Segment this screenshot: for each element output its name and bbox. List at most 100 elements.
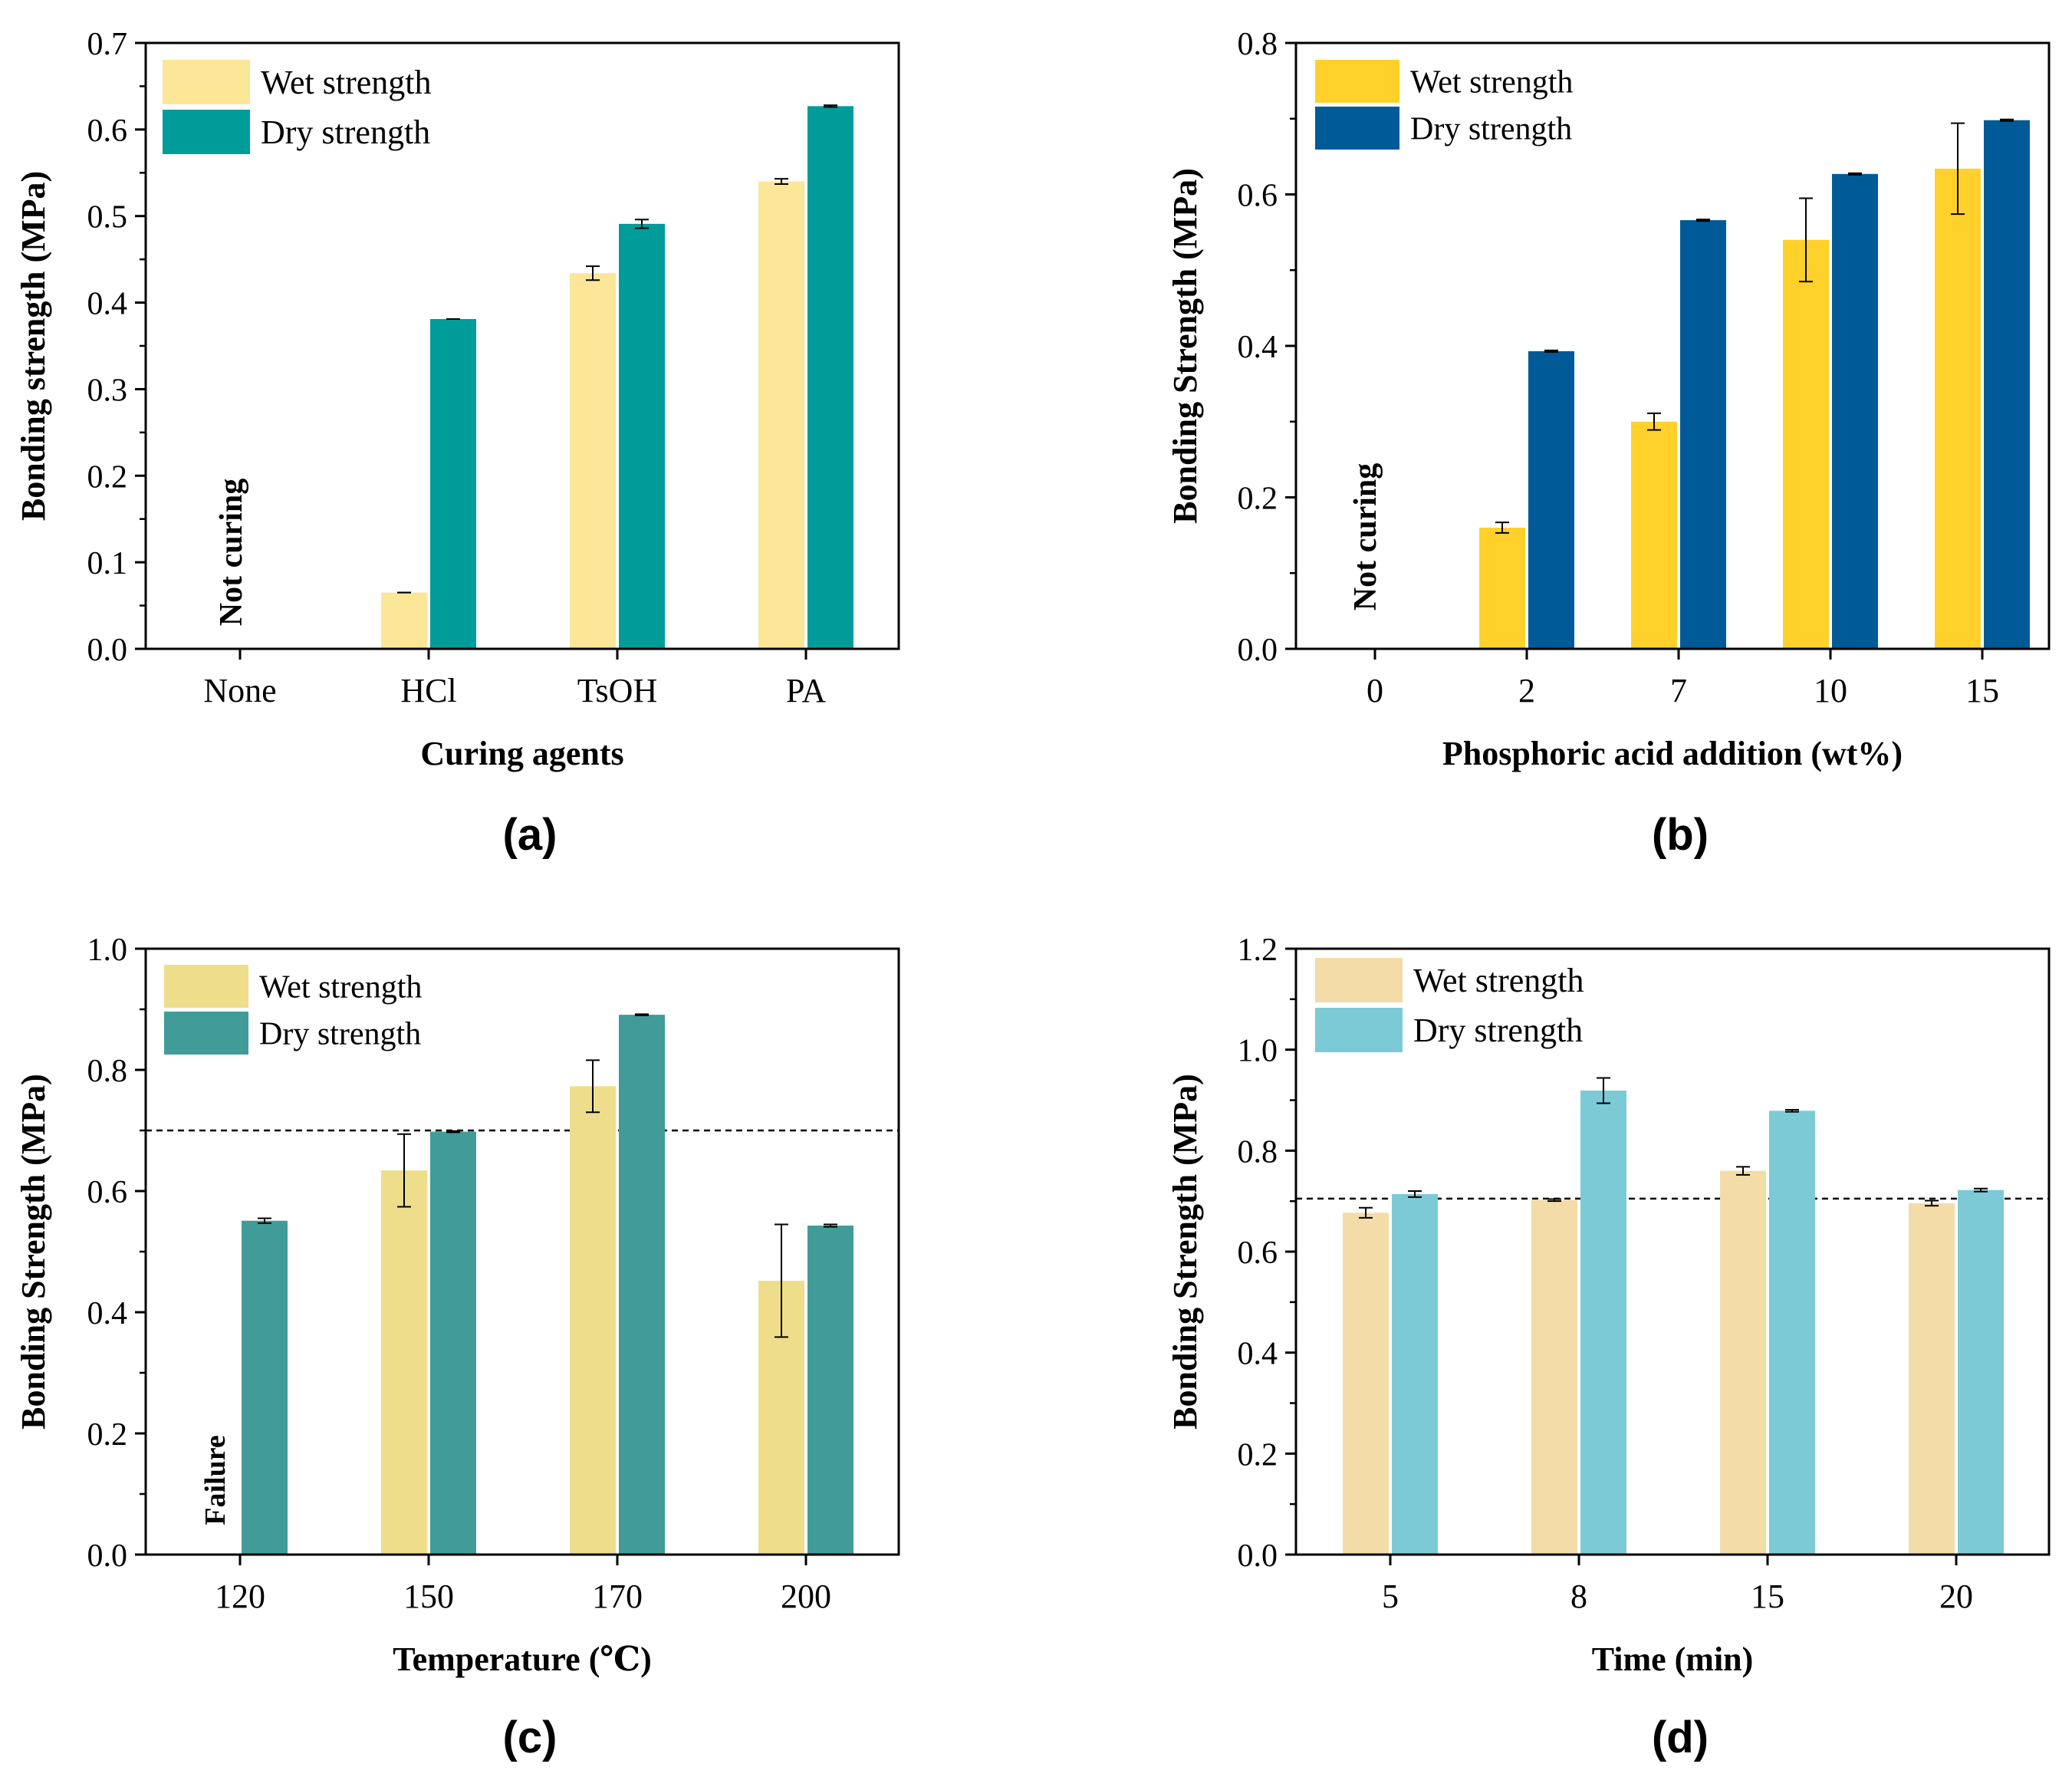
annotation-not-curing: Not curing	[1348, 463, 1383, 611]
dry-strength-bar-20	[1958, 1190, 2004, 1555]
y-tick-label: 0.0	[87, 1538, 128, 1574]
x-tick-label: 170	[592, 1578, 643, 1615]
annotation-not-curing: Not curing	[214, 479, 249, 627]
y-tick-label: 0.6	[1238, 1236, 1278, 1271]
legend-swatch-wet	[1315, 958, 1403, 1002]
y-tick-label: 0.3	[87, 373, 128, 408]
legend-label-wet: Wet strength	[259, 969, 422, 1005]
error-bar-dry-15	[1785, 1109, 1799, 1113]
error-bar-wet-170	[586, 1059, 600, 1114]
error-bar-wet-7	[1647, 412, 1661, 431]
error-bar-dry-120	[258, 1217, 271, 1224]
y-tick-label: 0.7	[87, 27, 128, 62]
legend-swatch-wet	[163, 60, 250, 104]
dry-strength-bar-TsOH	[619, 223, 665, 649]
wet-strength-bar-7	[1631, 421, 1677, 649]
dry-strength-bar-10	[1832, 173, 1878, 649]
dry-strength-bar-200	[807, 1226, 853, 1555]
y-tick-label: 1.0	[1238, 1034, 1278, 1069]
dry-strength-bar-120	[242, 1220, 288, 1555]
x-tick-label: 2	[1518, 672, 1535, 709]
y-tick-label: 0.0	[87, 633, 128, 668]
y-axis-label: Bonding Strength (MPa)	[1166, 1074, 1204, 1430]
error-bar-wet-150	[397, 1133, 411, 1208]
legend-label-wet: Wet strength	[261, 64, 432, 101]
dry-strength-bar-7	[1680, 220, 1726, 649]
panel-c: 0.0 0.2 0.4 0.6 0.8 1.0 120 150 170 200 Temperatur…	[15, 933, 900, 1762]
y-tick-label: 0.6	[87, 1175, 128, 1210]
x-tick-label: 15	[1965, 672, 1999, 709]
panel-label: (d)	[1652, 1713, 1709, 1762]
dry-strength-bar-HCl	[430, 319, 476, 649]
y-tick-label: 0.6	[1238, 179, 1278, 214]
x-tick-label: 5	[1382, 1578, 1399, 1615]
error-bar-dry-200	[824, 1223, 837, 1228]
x-tick-label: HCl	[400, 672, 456, 709]
legend-label-dry: Dry strength	[1410, 111, 1572, 146]
panel-a: 0.0 0.1 0.2 0.3 0.4 0.5 0.6 0.7 None HCl TsOH PA Cur…	[15, 27, 900, 860]
wet-strength-bar-2	[1479, 528, 1525, 649]
legend-label-wet: Wet strength	[1410, 64, 1573, 100]
x-tick-label: 200	[781, 1578, 831, 1615]
error-bar-dry-PA	[824, 104, 837, 108]
legend-swatch-dry	[163, 110, 250, 154]
y-tick-label: 0.1	[87, 546, 128, 581]
x-axis-label: Temperature (℃)	[393, 1640, 651, 1678]
y-axis-label: Bonding Strength (MPa)	[15, 1074, 52, 1430]
wet-strength-bar-PA	[758, 181, 804, 650]
error-bar-wet-PA	[775, 178, 788, 185]
wet-strength-bar-TsOH	[570, 273, 616, 649]
error-bar-dry-10	[1848, 172, 1862, 176]
dry-strength-bar-PA	[807, 106, 853, 649]
wet-strength-bar-8	[1531, 1199, 1577, 1555]
y-tick-label: 0.8	[1238, 1134, 1278, 1170]
legend: Wet strength Dry strength	[163, 60, 432, 154]
error-bar-dry-150	[446, 1130, 460, 1134]
x-tick-label: 150	[403, 1578, 454, 1615]
x-tick-label: 15	[1751, 1578, 1784, 1615]
wet-strength-bar-15	[1935, 168, 1981, 650]
wet-strength-bar-150	[381, 1170, 427, 1555]
wet-strength-bar-10	[1783, 239, 1829, 649]
dry-strength-bar-170	[619, 1015, 665, 1555]
dry-strength-bar-15	[1984, 120, 2030, 650]
y-tick-label: 0.2	[1238, 1437, 1278, 1473]
annotation-failure: Failure	[199, 1435, 232, 1525]
error-bar-dry-2	[1544, 349, 1558, 353]
error-bar-dry-TsOH	[635, 219, 649, 229]
y-axis-label: Bonding Strength (MPa)	[1166, 168, 1204, 524]
wet-strength-bar-20	[1909, 1203, 1955, 1555]
y-tick-label: 0.6	[87, 114, 128, 149]
legend: Wet strength Dry strength	[164, 965, 422, 1055]
error-bar-wet-20	[1925, 1199, 1939, 1207]
y-axis-label: Bonding strength (MPa)	[15, 171, 52, 521]
error-bar-dry-8	[1597, 1077, 1610, 1104]
error-bar-wet-5	[1359, 1206, 1373, 1219]
y-tick-label: 0.4	[87, 287, 128, 322]
error-bar-dry-20	[1974, 1187, 1988, 1193]
legend-label-dry: Dry strength	[259, 1016, 421, 1051]
panel-label: (b)	[1652, 810, 1709, 860]
legend-swatch-dry	[164, 1012, 248, 1055]
y-tick-label: 1.0	[87, 933, 128, 968]
y-tick-label: 0.5	[87, 200, 128, 235]
x-tick-label: PA	[786, 672, 826, 709]
y-tick-label: 0.4	[87, 1296, 128, 1331]
legend-swatch-dry	[1315, 1008, 1403, 1052]
x-tick-label: None	[203, 672, 276, 709]
error-bar-dry-7	[1696, 219, 1710, 222]
y-tick-label: 0.4	[1238, 1337, 1278, 1372]
error-bar-wet-200	[775, 1223, 788, 1338]
y-tick-label: 0.0	[1238, 1538, 1278, 1574]
x-axis-label: Phosphoric acid addition (wt%)	[1442, 735, 1903, 772]
x-tick-label: 120	[215, 1578, 265, 1615]
y-tick-label: 0.2	[87, 459, 128, 495]
x-tick-label: 8	[1570, 1578, 1587, 1615]
panel-label: (a)	[503, 810, 557, 860]
error-bar-wet-TsOH	[586, 265, 600, 281]
error-bar-wet-10	[1799, 197, 1813, 283]
legend: Wet strength Dry strength	[1315, 958, 1584, 1052]
wet-strength-bar-5	[1343, 1213, 1389, 1555]
x-axis-label: Curing agents	[420, 735, 623, 772]
